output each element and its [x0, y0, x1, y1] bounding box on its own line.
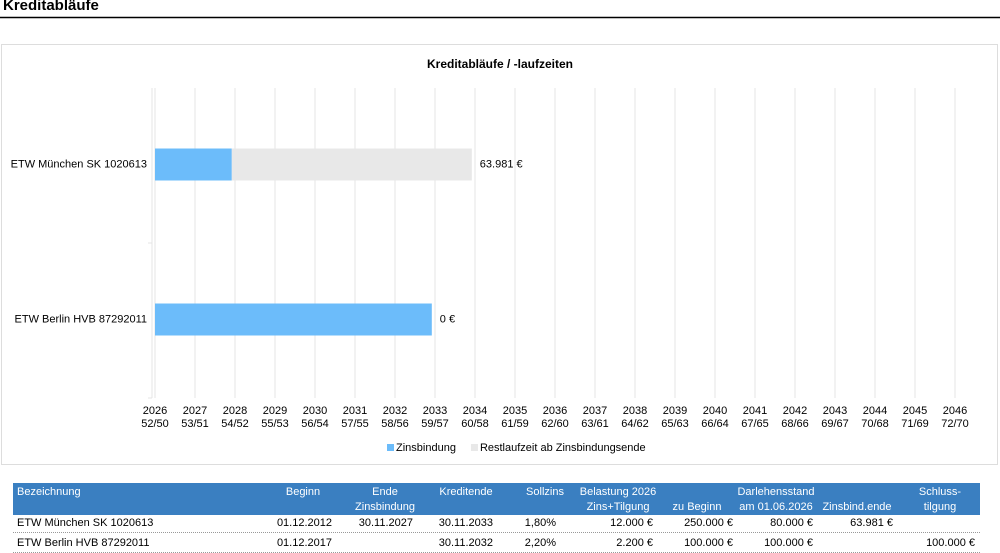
x-tick-label: 2035: [503, 405, 527, 417]
column-header: Beginn: [286, 486, 320, 498]
table-cell: 01.12.2012: [277, 517, 332, 529]
table-cell: ETW Berlin HVB 87292011: [17, 537, 149, 549]
column-header: Schluss-: [919, 486, 962, 498]
x-tick-sublabel: 59/57: [421, 418, 449, 430]
table-cell: 80.000 €: [770, 517, 813, 529]
column-header: Zins+Tilgung: [587, 501, 650, 513]
x-tick-sublabel: 60/58: [461, 418, 489, 430]
column-header: Belastung 2026: [580, 486, 656, 498]
table-cell: 2,20%: [525, 537, 556, 549]
x-tick-sublabel: 57/55: [341, 418, 369, 430]
x-tick-sublabel: 69/67: [821, 418, 849, 430]
x-tick-sublabel: 72/70: [941, 418, 969, 430]
bar-segment: [155, 148, 232, 181]
legend-swatch: [387, 444, 394, 451]
legend-label: Zinsbindung: [396, 442, 456, 454]
table-cell: 30.11.2033: [439, 517, 493, 529]
x-tick-sublabel: 53/51: [181, 418, 209, 430]
column-header: Zinsbindung: [355, 501, 415, 513]
table-cell: 100.000 €: [684, 537, 733, 549]
x-tick-sublabel: 56/54: [301, 418, 329, 430]
x-tick-label: 2045: [903, 405, 927, 417]
chart-title: Kreditabläufe / -laufzeiten: [427, 57, 573, 71]
table-cell: 01.12.2017: [277, 537, 332, 549]
x-tick-label: 2038: [623, 405, 647, 417]
page-title: Kreditabläufe: [3, 0, 99, 14]
x-tick-label: 2040: [703, 405, 727, 417]
table-cell: 30.11.2032: [439, 537, 493, 549]
chart-panel: [1, 44, 998, 465]
column-header: am 01.06.2026: [739, 501, 812, 513]
table-cell: 12.000 €: [610, 517, 653, 529]
x-tick-label: 2043: [823, 405, 847, 417]
x-tick-sublabel: 62/60: [541, 418, 569, 430]
x-tick-sublabel: 71/69: [901, 418, 929, 430]
x-tick-label: 2037: [583, 405, 607, 417]
x-tick-sublabel: 52/50: [141, 418, 169, 430]
column-header: Zinsbind.ende: [822, 501, 891, 513]
bar-segment: [155, 303, 432, 336]
table-header: [13, 483, 980, 515]
x-tick-label: 2034: [463, 405, 487, 417]
x-tick-label: 2044: [863, 405, 887, 417]
x-tick-label: 2033: [423, 405, 447, 417]
category-label: ETW Berlin HVB 87292011: [15, 313, 147, 325]
x-tick-sublabel: 55/53: [261, 418, 289, 430]
table-cell: 100.000 €: [926, 537, 975, 549]
x-tick-sublabel: 70/68: [861, 418, 889, 430]
table-cell: 1,80%: [525, 517, 556, 529]
table-cell: 250.000 €: [684, 517, 733, 529]
x-tick-label: 2030: [303, 405, 327, 417]
x-tick-sublabel: 54/52: [221, 418, 249, 430]
group-header: Darlehensstand: [737, 486, 814, 498]
x-tick-label: 2042: [783, 405, 807, 417]
column-header: zu Beginn: [673, 501, 722, 513]
legend-swatch: [470, 444, 478, 451]
bar-annotation: 63.981 €: [480, 158, 523, 170]
table-cell: 2.200 €: [616, 537, 653, 549]
x-tick-sublabel: 68/66: [781, 418, 809, 430]
x-tick-label: 2031: [343, 405, 367, 417]
bar-annotation: 0 €: [440, 313, 455, 325]
table-cell: 30.11.2027: [359, 517, 413, 529]
x-tick-label: 2028: [223, 405, 247, 417]
x-tick-label: 2029: [263, 405, 287, 417]
x-tick-sublabel: 66/64: [701, 418, 729, 430]
column-header: tilgung: [924, 501, 956, 513]
legend-label: Restlaufzeit ab Zinsbindungsende: [480, 442, 646, 454]
column-header: Sollzins: [526, 486, 564, 498]
table-cell: 63.981 €: [850, 517, 893, 529]
x-tick-label: 2026: [143, 405, 167, 417]
x-tick-sublabel: 61/59: [501, 418, 529, 430]
x-tick-sublabel: 58/56: [381, 418, 409, 430]
x-tick-label: 2027: [183, 405, 207, 417]
column-header: Bezeichnung: [17, 486, 81, 498]
x-tick-label: 2032: [383, 405, 407, 417]
table-cell: ETW München SK 1020613: [17, 517, 153, 529]
x-tick-sublabel: 63/61: [581, 418, 609, 430]
table-cell: 100.000 €: [764, 537, 813, 549]
x-tick-sublabel: 64/62: [621, 418, 649, 430]
x-tick-label: 2039: [663, 405, 687, 417]
column-header: Ende: [372, 486, 398, 498]
column-header: Kreditende: [439, 486, 492, 498]
x-tick-label: 2036: [543, 405, 567, 417]
x-tick-sublabel: 67/65: [741, 418, 769, 430]
x-tick-sublabel: 65/63: [661, 418, 689, 430]
x-tick-label: 2041: [743, 405, 767, 417]
x-tick-label: 2046: [943, 405, 967, 417]
category-label: ETW München SK 1020613: [11, 158, 147, 170]
bar-segment: [231, 148, 472, 181]
